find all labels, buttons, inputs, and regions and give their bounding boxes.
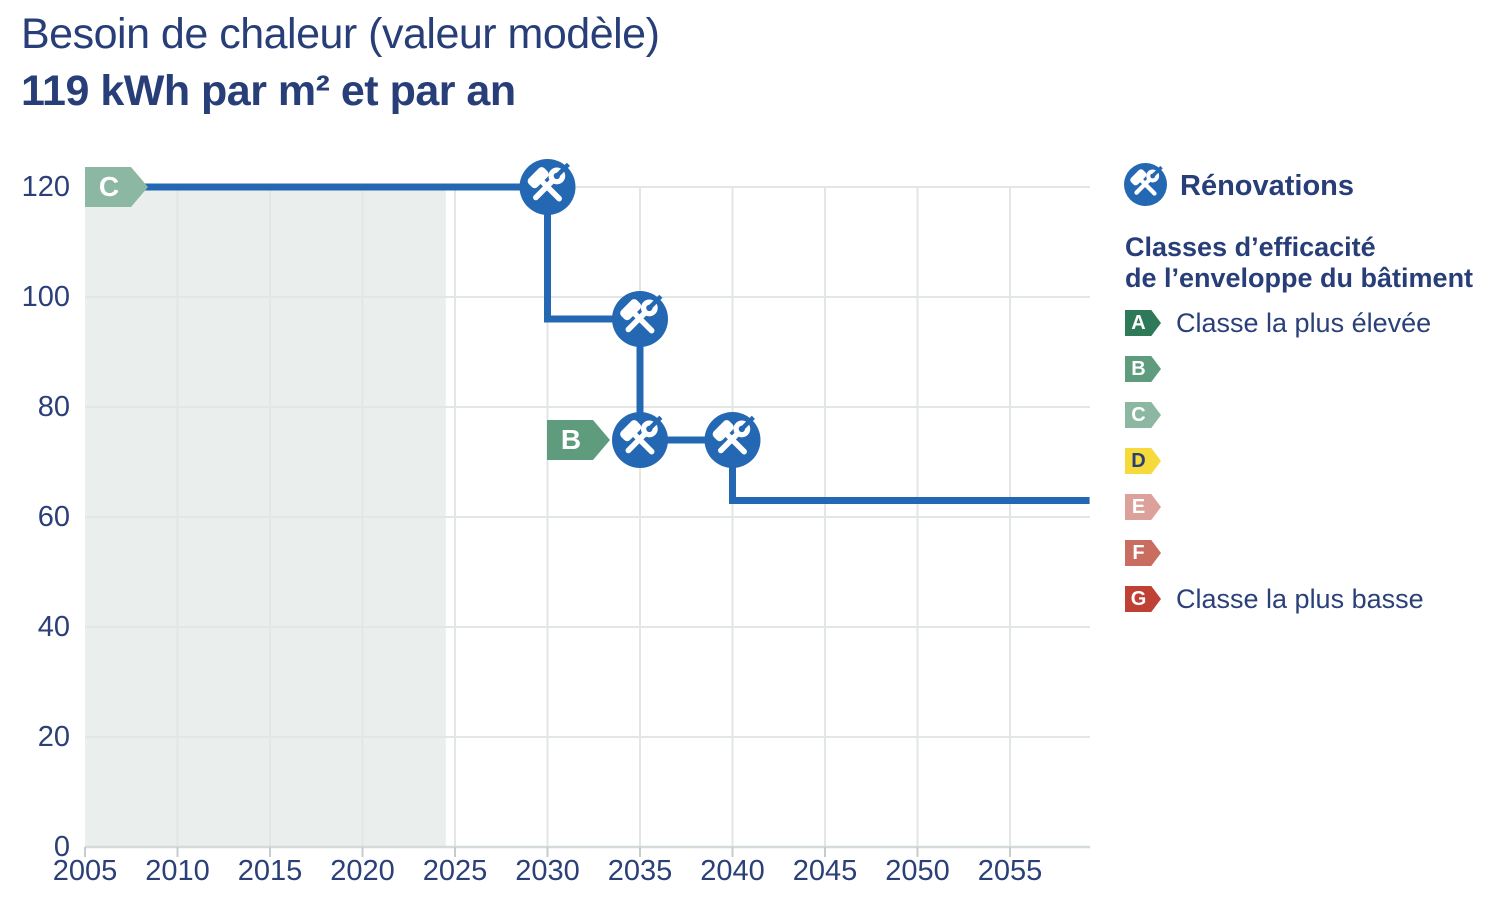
y-axis-tick-label: 100	[21, 281, 70, 313]
renovation-marker	[612, 412, 668, 468]
x-axis-tick-label: 2030	[515, 855, 580, 887]
x-axis-tick-label: 2015	[237, 855, 303, 887]
class-badge-icon: G	[1125, 586, 1161, 612]
x-axis-tick-label: 2040	[700, 855, 765, 887]
y-axis-tick-label: 120	[21, 171, 70, 203]
legend-class-row-f: F	[1125, 540, 1161, 566]
y-axis-tick-label: 60	[37, 501, 70, 533]
x-axis-tick-label: 2050	[885, 855, 950, 887]
class-label: Classe la plus élevée	[1176, 307, 1432, 338]
x-axis-tick-label: 2010	[145, 855, 210, 887]
class-badge-icon: A	[1125, 310, 1161, 336]
legend-class-row-b: B	[1125, 356, 1161, 382]
class-badge-icon: F	[1125, 540, 1161, 566]
legend-class-row-g: G Classe la plus basse	[1125, 583, 1424, 614]
renovation-marker	[520, 159, 576, 215]
y-axis-tick-label: 80	[37, 391, 70, 423]
x-axis-tick-label: 2055	[977, 855, 1043, 887]
legend-class-row-c: C	[1125, 402, 1161, 428]
class-badge-icon: B	[1125, 356, 1161, 382]
x-axis-tick-label: 2020	[330, 855, 395, 887]
y-axis-tick-label: 40	[37, 611, 70, 643]
renovation-tools-icon	[1124, 163, 1167, 206]
class-badge-icon: D	[1125, 448, 1161, 474]
legend-class-row-d: D	[1125, 448, 1161, 474]
class-badge-icon: E	[1125, 494, 1161, 520]
legend-classes-heading-line2: de l’enveloppe du bâtiment	[1125, 263, 1474, 293]
legend-class-row-e: E	[1125, 494, 1161, 520]
y-axis-tick-label: 0	[53, 831, 70, 863]
class-badge-icon: C	[1125, 402, 1161, 428]
legend-class-row-a: A Classe la plus élevée	[1125, 307, 1432, 338]
x-axis-tick-label: 2005	[52, 855, 118, 887]
x-axis-tick-label: 2045	[792, 855, 858, 887]
x-axis-tick-label: 2025	[422, 855, 488, 887]
x-axis-tick-label: 2035	[607, 855, 673, 887]
renovation-marker	[705, 412, 761, 468]
renovation-marker	[612, 291, 668, 347]
legend-classes-heading: Classes d’efficacité de l’enveloppe du b…	[1125, 232, 1473, 294]
legend-renovations-label: Rénovations	[1180, 170, 1355, 202]
legend-classes-heading-line1: Classes d’efficacité	[1125, 232, 1376, 262]
chart-value: 119 kWh par m² et par an	[21, 67, 516, 115]
y-axis-tick-label: 20	[37, 721, 70, 753]
class-label: Classe la plus basse	[1176, 583, 1424, 614]
chart-title: Besoin de chaleur (valeur modèle)	[21, 10, 660, 58]
